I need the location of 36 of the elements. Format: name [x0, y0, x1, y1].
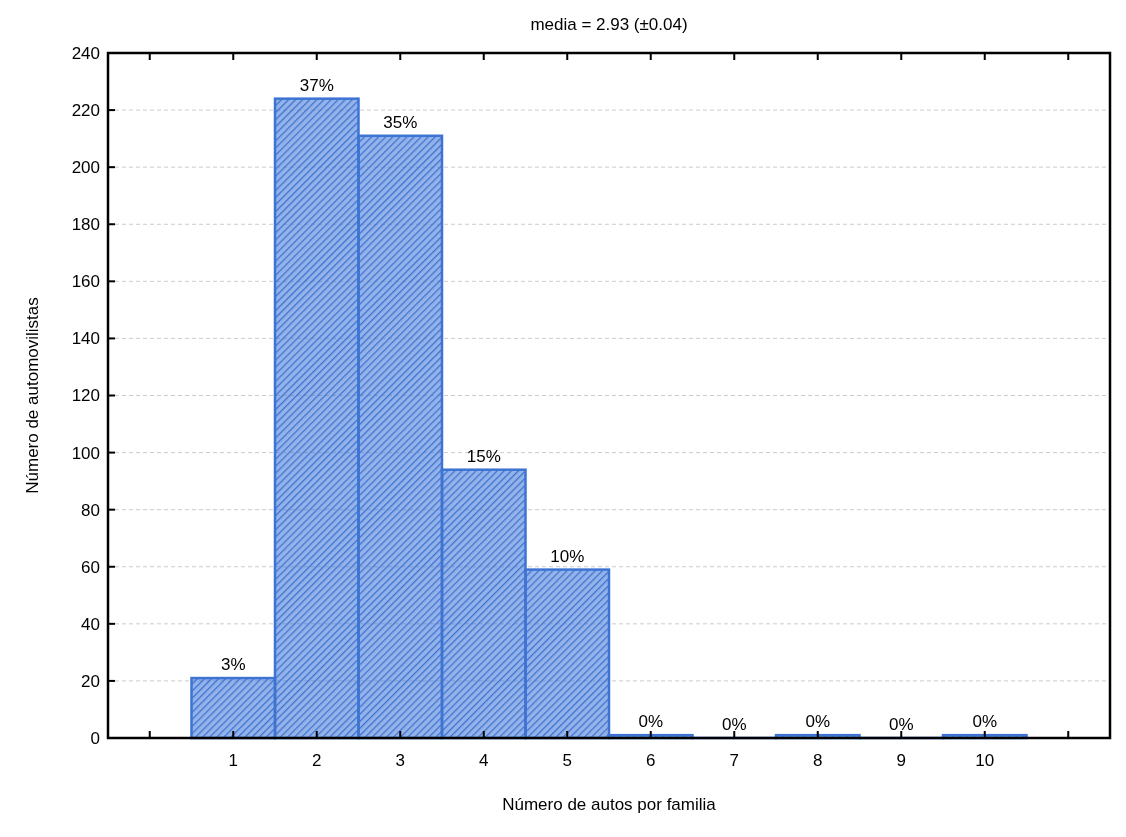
y-tick-label: 240	[71, 43, 100, 63]
annotation: 0%	[888, 715, 914, 734]
annotation: 0%	[805, 712, 831, 732]
x-tick-label: 3	[395, 751, 405, 770]
x-tick-label: 7	[729, 751, 739, 770]
x-tick-label: 8	[813, 751, 823, 770]
annotation: 37%	[299, 75, 334, 95]
y-tick-label: 220	[71, 101, 100, 121]
y-tick-label: 140	[71, 329, 100, 349]
annotation: 3%	[220, 655, 246, 675]
y-tick-label: 40	[81, 614, 100, 634]
annotation: 35%	[383, 112, 418, 132]
x-tick-label: 9	[896, 751, 906, 770]
y-tick-label: 200	[71, 158, 100, 178]
x-tick-label: 1	[228, 751, 238, 770]
y-tick-label: 100	[71, 443, 100, 463]
x-tick-label: 4	[479, 751, 489, 770]
y-tick-label: 0	[90, 728, 100, 748]
x-tick-label: 6	[646, 751, 656, 770]
annotation: 0%	[721, 715, 747, 734]
y-tick-label: 60	[81, 557, 100, 577]
annotation: 0%	[638, 712, 664, 732]
y-tick-label: 20	[81, 671, 100, 691]
x-tick-label: 10	[975, 751, 995, 770]
x-tick-label: 5	[562, 751, 572, 770]
y-tick-label: 120	[71, 386, 100, 406]
y-tick-label: 180	[71, 215, 100, 235]
annotation: 0%	[972, 712, 998, 732]
chart-title: media = 2.93 (±0.04)	[530, 15, 688, 34]
annotation: 10%	[550, 546, 585, 566]
y-tick-label: 160	[71, 272, 100, 292]
y-tick-label: 80	[81, 500, 100, 520]
y-axis-title: Número de automovilistas	[23, 297, 42, 494]
annotation: 15%	[466, 446, 501, 466]
x-tick-label: 2	[312, 751, 322, 770]
x-axis-title: Número de autos por familia	[502, 795, 717, 814]
